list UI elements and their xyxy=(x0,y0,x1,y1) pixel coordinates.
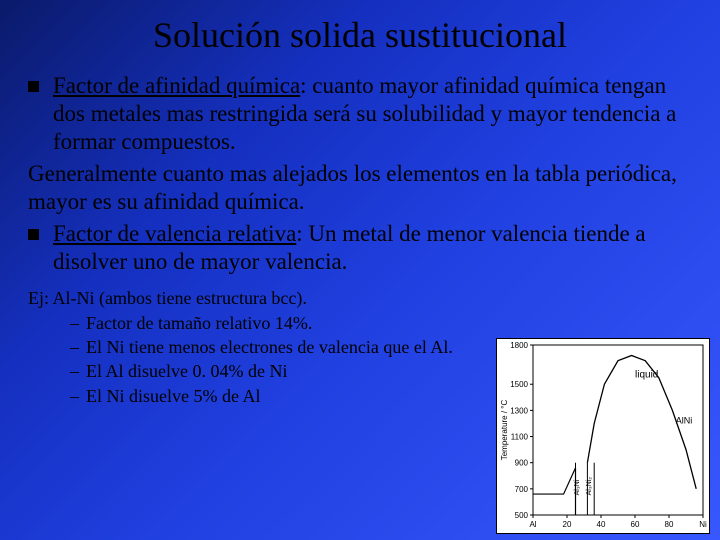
svg-text:20: 20 xyxy=(563,520,572,529)
square-bullet-icon xyxy=(28,229,39,240)
bullet-item: Factor de afinidad química: cuanto mayor… xyxy=(28,72,692,156)
example-sub-text: Factor de tamaño relativo 14%. xyxy=(86,311,312,335)
phase-diagram: 500 700 900 1100 1300 1500 1800 Al 20 40 60 80 Ni Tem… xyxy=(496,338,710,534)
svg-text:Temperature / °C: Temperature / °C xyxy=(500,400,509,461)
svg-text:Al₃Ni₂: Al₃Ni₂ xyxy=(586,477,593,496)
bullet-text: Factor de valencia relativa: Un metal de… xyxy=(53,220,692,276)
dash-icon: – xyxy=(70,335,86,359)
svg-text:80: 80 xyxy=(665,520,674,529)
example-sub-text: El Ni disuelve 5% de Al xyxy=(86,384,260,408)
svg-text:500: 500 xyxy=(515,511,529,520)
phase-diagram-svg: 500 700 900 1100 1300 1500 1800 Al 20 40 60 80 Ni Tem… xyxy=(497,339,711,535)
svg-text:AlNi: AlNi xyxy=(676,415,693,425)
svg-text:700: 700 xyxy=(515,485,529,494)
svg-text:40: 40 xyxy=(597,520,606,529)
example-lead: Ej: Al-Ni (ambos tiene estructura bcc). xyxy=(28,286,692,310)
svg-text:1300: 1300 xyxy=(510,406,528,415)
svg-text:liquid: liquid xyxy=(635,370,658,381)
svg-text:1800: 1800 xyxy=(510,341,528,350)
svg-text:60: 60 xyxy=(631,520,640,529)
slide-title: Solución solida sustitucional xyxy=(0,0,720,66)
svg-text:1500: 1500 xyxy=(510,380,528,389)
example-sub: – Factor de tamaño relativo 14%. xyxy=(28,311,692,335)
plain-paragraph: Generalmente cuanto mas alejados los ele… xyxy=(28,160,692,216)
svg-text:1100: 1100 xyxy=(511,433,529,442)
dash-icon: – xyxy=(70,359,86,383)
example-sub-text: El Ni tiene menos electrones de valencia… xyxy=(86,335,453,359)
bullet-text: Factor de afinidad química: cuanto mayor… xyxy=(53,72,692,156)
bullet-item: Factor de valencia relativa: Un metal de… xyxy=(28,220,692,276)
example-sub-text: El Al disuelve 0. 04% de Ni xyxy=(86,359,287,383)
dash-icon: – xyxy=(70,384,86,408)
dash-icon: – xyxy=(70,311,86,335)
svg-text:Ni: Ni xyxy=(699,520,707,529)
bullet-underlined: Factor de afinidad química xyxy=(53,73,300,98)
bullet-underlined: Factor de valencia relativa xyxy=(53,221,296,246)
svg-text:Al: Al xyxy=(529,520,536,529)
svg-text:Al₃Ni: Al₃Ni xyxy=(574,479,581,495)
svg-text:900: 900 xyxy=(515,459,529,468)
square-bullet-icon xyxy=(28,81,39,92)
